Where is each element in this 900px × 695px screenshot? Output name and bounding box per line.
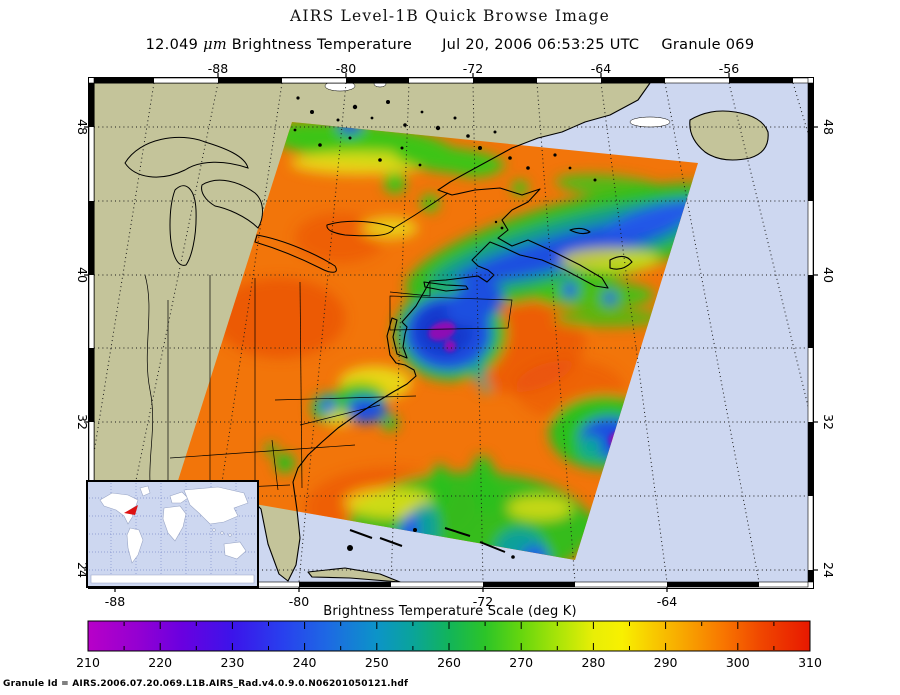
lat-label-right: 40 [821, 267, 836, 283]
colorbar-ticks [123, 622, 775, 650]
cb-tick-label: 260 [437, 655, 461, 670]
lon-label-top: -64 [591, 61, 611, 76]
cb-tick-label: 310 [798, 655, 822, 670]
lat-label-right: 32 [821, 414, 836, 430]
colorbar-title: Brightness Temperature Scale (deg K) [323, 604, 577, 619]
cb-tick-label: 220 [148, 655, 172, 670]
cb-tick-label: 290 [654, 655, 678, 670]
micron-unit: μm [203, 37, 227, 53]
great-lakes-outlines [124, 136, 449, 273]
small-islands-lakes [293, 96, 597, 559]
map-plot: -88 -80 -72 -64 -56 -88 -80 -72 -64 48 4… [75, 61, 836, 609]
cb-tick-label: 280 [581, 655, 605, 670]
lon-label-bottom: -88 [105, 594, 125, 609]
cb-tick-label: 240 [293, 655, 317, 670]
lon-label-top: -88 [208, 61, 228, 76]
lon-label-bottom: -64 [657, 594, 677, 609]
cb-tick-label: 300 [726, 655, 750, 670]
lat-label-right: 48 [821, 119, 836, 135]
lon-label-bottom: -72 [473, 594, 493, 609]
lon-label-top: -72 [463, 61, 483, 76]
map-content [94, 83, 808, 582]
granule-location-arrow-icon [124, 505, 138, 515]
axis-labels: -88 -80 -72 -64 -56 -88 -80 -72 -64 48 4… [75, 61, 836, 609]
white-bays [324, 83, 671, 128]
product-name: Brightness Temperature [231, 37, 413, 53]
lat-label-left: 48 [75, 119, 90, 135]
lon-label-top: -56 [719, 61, 739, 76]
lat-label-right: 24 [821, 562, 836, 578]
lat-label-left: 40 [75, 267, 90, 283]
granule-number: Granule 069 [661, 37, 755, 53]
cb-tick-label: 270 [509, 655, 533, 670]
page-title: AIRS Level-1B Quick Browse Image [290, 7, 610, 25]
lat-label-left: 32 [75, 414, 90, 430]
observation-datetime: Jul 20, 2006 06:53:25 UTC [442, 37, 640, 53]
cb-tick-label: 250 [365, 655, 389, 670]
subtitle: 12.049 μm Brightness Temperature Jul 20, … [0, 37, 900, 53]
cb-tick-label: 210 [76, 655, 100, 670]
inset-continents [90, 485, 255, 584]
wavelength-value: 12.049 [145, 37, 199, 53]
colorbar-tick-labels: 210 220 230 240 250 260 270 280 290 300 … [76, 655, 822, 670]
lon-label-bottom: -80 [289, 594, 309, 609]
granule-id-text: Granule Id = AIRS.2006.07.20.069.L1B.AIR… [3, 679, 409, 689]
inset-world-map [86, 480, 259, 588]
colorbar: 210 220 230 240 250 260 270 280 290 300 … [76, 620, 822, 670]
lon-label-top: -80 [336, 61, 356, 76]
cb-tick-label: 230 [220, 655, 244, 670]
